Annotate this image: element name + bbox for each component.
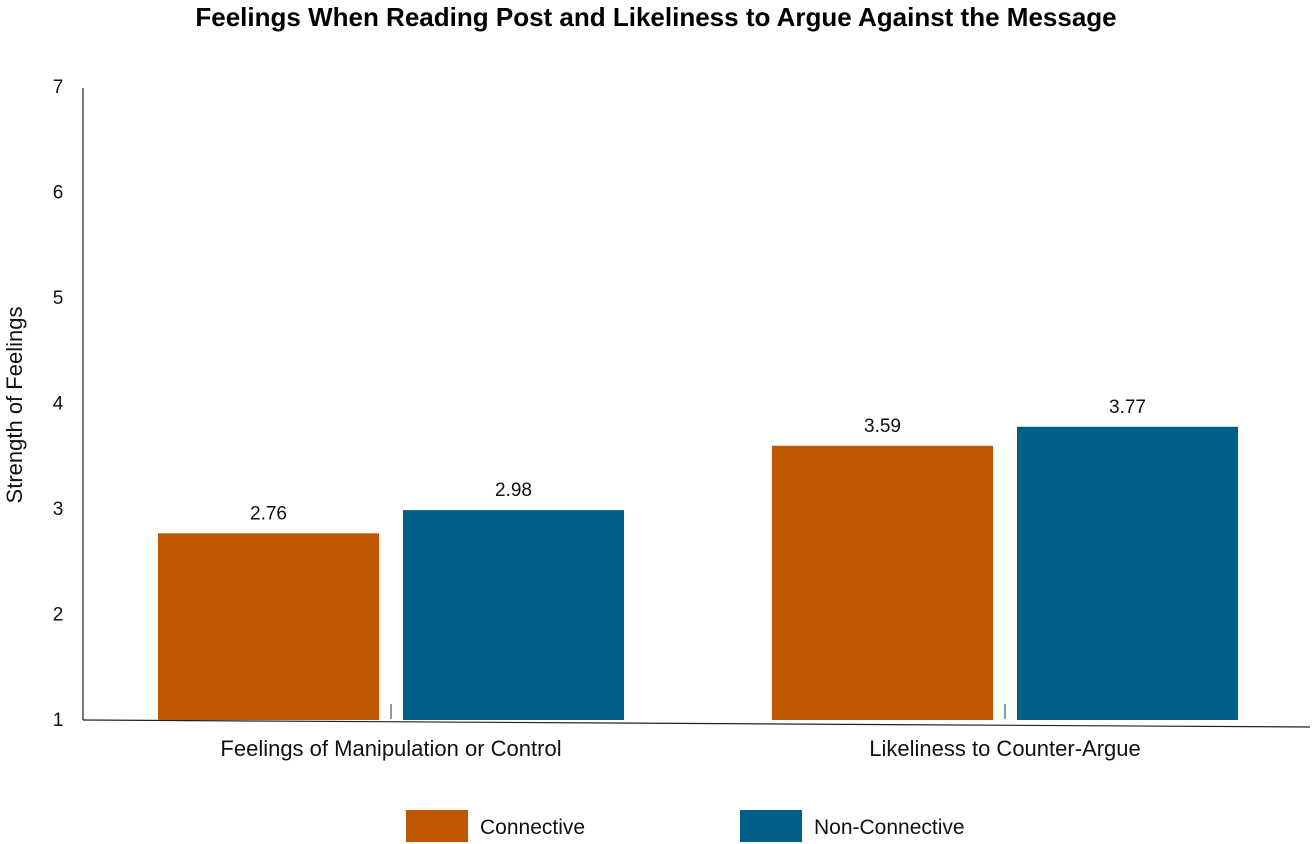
x-axis-line [82, 719, 1311, 728]
chart-title: Feelings When Reading Post and Likelines… [195, 2, 1117, 32]
bar-non-connective-0 [403, 510, 624, 720]
bars [158, 426, 1238, 720]
x-category-label: Feelings of Manipulation or Control [220, 736, 561, 761]
bar-connective-1 [772, 445, 993, 720]
axes [82, 88, 1311, 728]
legend-label: Non-Connective [814, 816, 965, 839]
legend: Connective Non-Connective [406, 810, 965, 842]
y-tick-label: 6 [53, 183, 64, 204]
y-tick-label: 5 [53, 288, 64, 309]
y-tick-label: 2 [53, 605, 64, 626]
y-tick-label: 1 [53, 710, 64, 731]
value-label: 2.76 [250, 503, 287, 524]
legend-label: Connective [480, 816, 585, 839]
x-category-label: Likeliness to Counter-Argue [869, 736, 1140, 761]
y-axis-title: Strength of Feelings [2, 307, 27, 504]
y-ticks: 1 2 3 4 5 6 7 [53, 77, 64, 731]
category-labels: Feelings of Manipulation or Control Likel… [220, 736, 1140, 761]
legend-swatch [406, 810, 468, 842]
y-tick-label: 7 [53, 77, 64, 98]
bar-non-connective-1 [1017, 426, 1238, 720]
value-label: 2.98 [495, 480, 532, 501]
value-label: 3.77 [1109, 397, 1146, 418]
bar-connective-0 [158, 533, 379, 720]
y-tick-label: 4 [53, 394, 64, 415]
y-tick-label: 3 [53, 499, 64, 520]
legend-swatch [740, 810, 802, 842]
value-labels: 2.76 2.98 3.59 3.77 [250, 397, 1146, 525]
value-label: 3.59 [864, 416, 901, 437]
